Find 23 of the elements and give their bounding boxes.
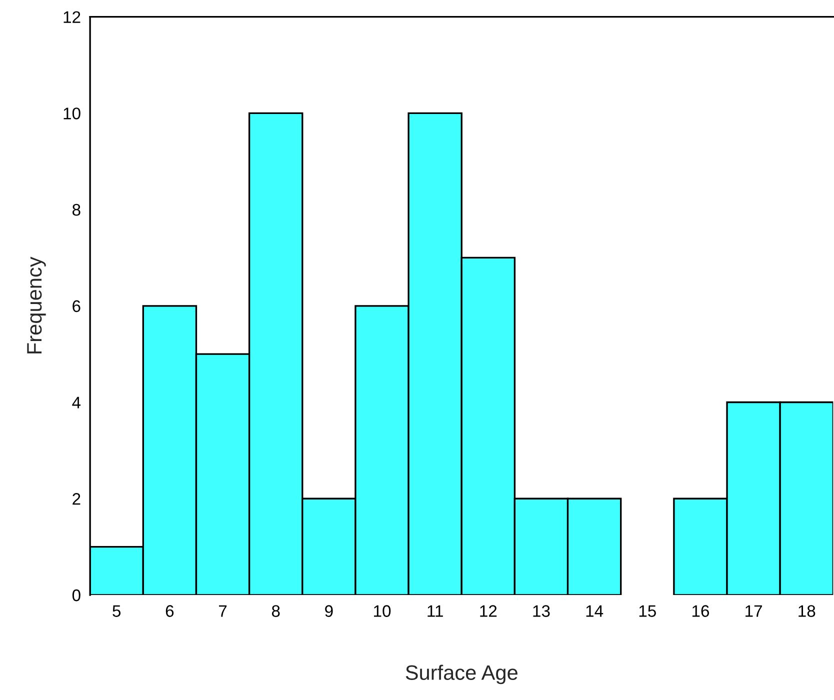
y-tick-label: 8 <box>72 204 80 216</box>
x-tick-label: 13 <box>533 605 550 617</box>
x-tick-label: 9 <box>325 605 333 617</box>
x-tick-label: 18 <box>798 605 816 617</box>
x-tick-label: 6 <box>166 605 174 617</box>
y-tick-label: 12 <box>64 11 80 23</box>
x-tick-label: 5 <box>112 605 121 617</box>
y-axis-title: Frequency <box>27 256 46 354</box>
y-tick-label: 4 <box>72 396 81 408</box>
x-tick-label: 14 <box>586 605 604 617</box>
y-tick-label: 10 <box>64 108 80 120</box>
x-tick-label: 8 <box>272 605 280 617</box>
x-tick-label: 17 <box>746 605 762 617</box>
x-axis-title: Surface Age <box>406 664 518 684</box>
x-tick-label: 11 <box>428 605 443 617</box>
y-tick-label: 6 <box>72 300 80 312</box>
x-tick-label: 10 <box>374 605 391 617</box>
x-tick-label: 15 <box>639 605 656 617</box>
x-tick-label: 12 <box>480 605 497 617</box>
x-tick-label: 7 <box>218 605 227 617</box>
y-tick-label: 2 <box>72 493 80 505</box>
y-tick-label: 0 <box>72 589 80 602</box>
x-tick-label: 16 <box>692 605 710 617</box>
